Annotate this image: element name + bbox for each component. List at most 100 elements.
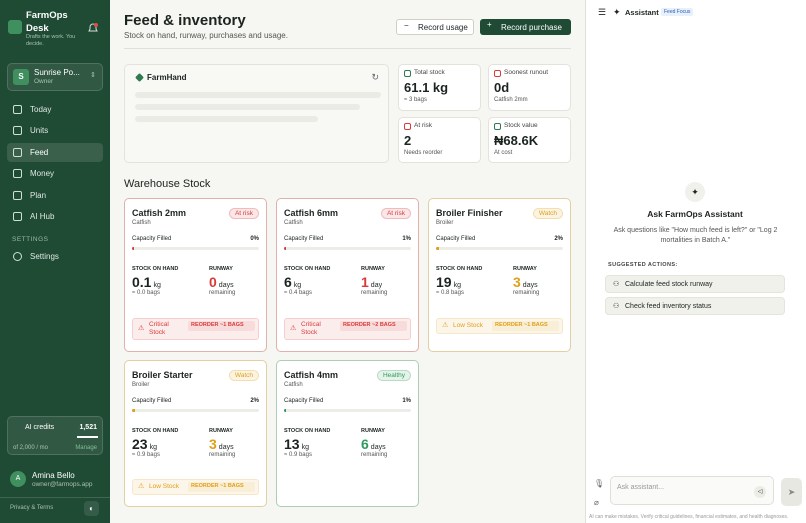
nav-icon bbox=[13, 169, 22, 179]
nav-item[interactable]: Settings bbox=[7, 247, 103, 266]
stat-icon bbox=[494, 123, 501, 130]
stat-label: At risk bbox=[414, 122, 433, 129]
send-button[interactable]: ➤ bbox=[781, 478, 802, 506]
org-role: Owner bbox=[34, 78, 54, 85]
status-badge: At risk bbox=[228, 208, 259, 219]
user-avatar: A bbox=[10, 471, 26, 487]
runway-unit: days bbox=[522, 282, 538, 289]
runway-label: RUNWAY bbox=[513, 266, 537, 272]
stock-number: 19 bbox=[436, 274, 452, 290]
user-name: Amina Bello bbox=[32, 471, 75, 480]
assistant-title: Assistant bbox=[625, 8, 659, 17]
capacity-track bbox=[284, 409, 411, 412]
reorder-badge[interactable]: REORDER ~1 BAGS bbox=[188, 321, 255, 331]
stat-note: ≈ 3 bags bbox=[404, 97, 427, 103]
voice-button[interactable]: ◁ bbox=[754, 486, 766, 498]
stock-number: 13 bbox=[284, 436, 300, 452]
input-placeholder: Ask assistant... bbox=[617, 484, 665, 491]
feed-type: Catfish bbox=[132, 220, 151, 226]
capacity-track bbox=[132, 409, 259, 412]
reorder-badge[interactable]: REORDER ~1 BAGS bbox=[188, 482, 255, 492]
credits-box: AI credits 1,521 of 2,000 / mo Manage bbox=[7, 416, 103, 455]
runway-unit: days bbox=[218, 282, 234, 289]
chat-input[interactable]: Ask assistant... ◁ bbox=[610, 476, 774, 505]
page-subtitle: Stock on hand, runway, purchases and usa… bbox=[124, 31, 288, 40]
stock-value: 0.1 kg bbox=[132, 274, 161, 290]
credits-manage[interactable]: Manage bbox=[75, 445, 97, 451]
feed-type: Broiler bbox=[436, 220, 454, 226]
credits-value: 1,521 bbox=[79, 424, 97, 431]
stat-card: Soonest runout 0d Catfish 2mm bbox=[488, 64, 571, 111]
capacity-label: Capacity Filled bbox=[284, 398, 324, 404]
nav-label: Plan bbox=[30, 190, 47, 200]
skeleton bbox=[135, 116, 318, 122]
reorder-badge[interactable]: REORDER ~1 BAGS bbox=[492, 321, 559, 331]
farmhand-icon bbox=[135, 73, 144, 82]
record-purchase-button[interactable]: + Record purchase bbox=[480, 19, 571, 35]
runway-unit: day bbox=[370, 282, 383, 289]
footer-link[interactable]: Privacy & Terms bbox=[10, 505, 54, 511]
runway-value: 0 days bbox=[209, 274, 234, 290]
stock-number: 0.1 bbox=[132, 274, 152, 290]
runway-note: remaining bbox=[209, 452, 236, 458]
capacity-fill bbox=[436, 247, 439, 250]
refresh-icon[interactable]: ↻ bbox=[371, 72, 379, 82]
capacity-value: 0% bbox=[250, 236, 259, 242]
stock-label: STOCK ON HAND bbox=[132, 266, 179, 272]
bell-icon[interactable] bbox=[87, 22, 99, 34]
stock-alert: ⚠ Low Stock REORDER ~1 BAGS bbox=[132, 479, 259, 495]
runway-unit: days bbox=[218, 444, 234, 451]
stat-label: Total stock bbox=[414, 69, 445, 76]
farmhand-card: FarmHand ↻ bbox=[124, 64, 389, 163]
org-switcher[interactable]: S Sunrise Po... Owner ⇕ bbox=[7, 63, 103, 91]
reorder-badge[interactable]: REORDER ~2 BAGS bbox=[340, 321, 407, 331]
theme-toggle[interactable]: ◐ bbox=[84, 501, 99, 516]
runway-label: RUNWAY bbox=[361, 266, 385, 272]
runway-note: remaining bbox=[361, 290, 388, 296]
stat-note: At cost bbox=[494, 150, 513, 156]
feed-name: Catfish 4mm bbox=[284, 370, 339, 380]
capacity-value: 1% bbox=[402, 398, 411, 404]
divider bbox=[0, 497, 110, 498]
runway-number: 0 bbox=[209, 274, 217, 290]
alert-icon: ⚠ bbox=[138, 483, 145, 490]
capacity-label: Capacity Filled bbox=[436, 236, 476, 242]
assistant-intro: Ask questions like "How much feed is lef… bbox=[613, 227, 778, 244]
org-name: Sunrise Po... bbox=[34, 68, 80, 77]
stock-value: 19 kg bbox=[436, 274, 461, 290]
nav-item[interactable]: Units bbox=[7, 121, 103, 140]
runway-unit: days bbox=[370, 444, 386, 451]
stock-alert: ⚠ Low Stock REORDER ~1 BAGS bbox=[436, 318, 563, 334]
capacity-fill bbox=[132, 409, 135, 412]
runway-value: 3 days bbox=[209, 436, 234, 452]
status-badge: Healthy bbox=[376, 370, 411, 381]
menu-icon[interactable]: ☰ bbox=[598, 7, 607, 17]
alert-icon: ⚠ bbox=[290, 325, 297, 332]
capacity-label: Capacity Filled bbox=[284, 236, 324, 242]
assistant-icon: ✦ bbox=[685, 182, 705, 202]
nav-item[interactable]: Feed bbox=[7, 142, 103, 162]
nav-item[interactable]: Plan bbox=[7, 186, 103, 205]
stat-icon bbox=[404, 70, 411, 77]
capacity-value: 2% bbox=[554, 236, 563, 242]
alert-text: Critical Stock bbox=[301, 321, 321, 336]
capacity-value: 1% bbox=[402, 236, 411, 242]
nav-item[interactable]: Today bbox=[7, 100, 103, 119]
record-usage-button[interactable]: − Record usage bbox=[396, 19, 474, 35]
mic-icon[interactable]: 🎙 bbox=[594, 479, 605, 488]
user-email: owner@farmops.app bbox=[32, 481, 93, 488]
alert-icon: ⚠ bbox=[138, 325, 145, 332]
suggestion-button[interactable]: ⚇ Calculate feed stock runway bbox=[605, 275, 785, 293]
suggestion-button[interactable]: ⚇ Check feed inventory status bbox=[605, 297, 785, 315]
nav-item[interactable]: Money bbox=[7, 164, 103, 183]
stock-unit: kg bbox=[301, 444, 309, 451]
chevron: ⇕ bbox=[90, 72, 96, 79]
nav-item[interactable]: AI Hub bbox=[7, 207, 103, 226]
credits-bar bbox=[77, 436, 98, 438]
icon: ⚇ bbox=[613, 303, 620, 310]
section-heading: SETTINGS bbox=[12, 236, 49, 243]
attach-icon[interactable]: ⌀ bbox=[594, 498, 599, 507]
assistant-heading: Ask FarmOps Assistant bbox=[647, 209, 743, 219]
capacity-track bbox=[132, 247, 259, 250]
stat-card: Stock value ₦68.6K At cost bbox=[488, 117, 571, 163]
